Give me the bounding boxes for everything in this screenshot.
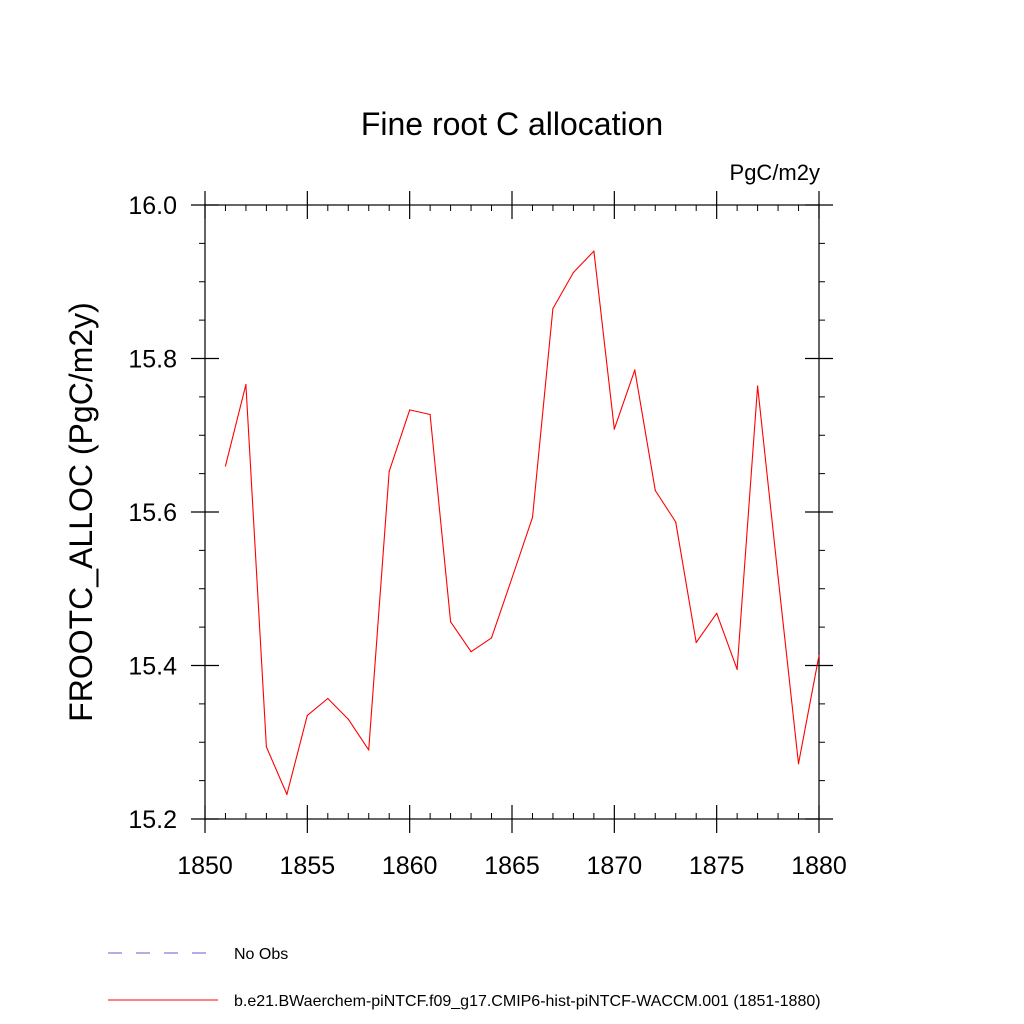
series-point — [265, 746, 267, 748]
x-axis — [204, 191, 820, 833]
series-point — [818, 654, 820, 657]
series-point — [593, 250, 595, 252]
series-point — [306, 714, 308, 716]
series-point — [613, 428, 615, 430]
y-axis-label: FROOTC_ALLOC (PgC/m2y) — [63, 302, 99, 722]
legend: No Obs b.e21.BWaerchem-piNTCF.f09_g17.CM… — [108, 946, 821, 1010]
y-tick-labels: 15.2 15.4 15.6 15.8 16.0 — [128, 192, 177, 834]
series-point — [552, 308, 554, 310]
series-point — [757, 385, 759, 387]
series-point — [450, 621, 452, 623]
x-tick-label: 1875 — [689, 852, 745, 880]
series-point — [224, 465, 227, 467]
series-point — [347, 718, 349, 720]
series-point — [368, 749, 370, 751]
series-layer — [224, 250, 820, 796]
y-tick-label: 15.8 — [128, 346, 177, 374]
y-tick-label: 15.6 — [128, 499, 177, 527]
series-point — [634, 369, 636, 371]
series-point — [429, 413, 431, 416]
x-tick-label: 1850 — [177, 852, 233, 880]
series-point — [777, 576, 779, 578]
units-label: PgC/m2y — [730, 160, 820, 185]
series-point — [388, 470, 390, 472]
y-tick-label: 16.0 — [128, 192, 177, 220]
series-point — [675, 521, 677, 523]
legend-label-no-obs: No Obs — [234, 946, 288, 963]
y-tick-label: 15.4 — [128, 653, 177, 681]
series-point — [736, 668, 738, 670]
plot-frame — [204, 204, 820, 820]
series-point — [572, 271, 575, 274]
series-point — [797, 763, 800, 765]
x-tick-label: 1880 — [791, 852, 847, 880]
series-point — [716, 612, 718, 614]
x-tick-label: 1855 — [280, 852, 336, 880]
series-point — [511, 577, 513, 579]
series-line-0 — [224, 250, 820, 795]
series-point — [490, 637, 493, 639]
series-point — [470, 651, 472, 653]
y-axis — [191, 204, 833, 820]
x-tick-label: 1860 — [382, 852, 438, 880]
y-tick-label: 15.2 — [128, 806, 177, 834]
x-tick-labels: 1850 1855 1860 1865 1870 1875 1880 — [177, 852, 847, 880]
legend-label-series: b.e21.BWaerchem-piNTCF.f09_g17.CMIP6-his… — [234, 993, 821, 1010]
series-point — [327, 697, 329, 700]
series-point — [286, 793, 288, 796]
series-point — [245, 383, 247, 386]
series-point — [531, 516, 534, 518]
series-point — [654, 489, 656, 492]
series-point — [409, 409, 411, 411]
x-tick-label: 1870 — [587, 852, 643, 880]
series-point — [695, 641, 697, 644]
chart-title: Fine root C allocation — [361, 106, 663, 142]
x-tick-label: 1865 — [484, 852, 540, 880]
